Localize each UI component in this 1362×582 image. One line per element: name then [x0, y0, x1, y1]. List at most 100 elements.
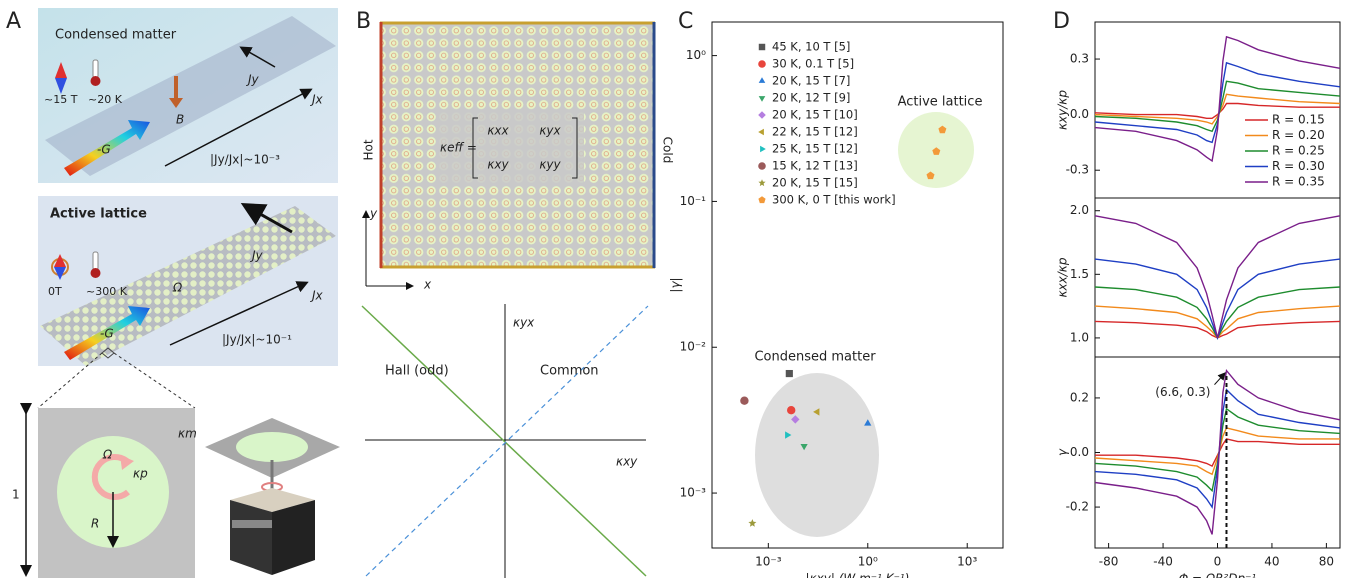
matrix-entry: κxx: [487, 124, 509, 138]
point: [740, 396, 749, 405]
y-tick-label: -0.2: [1066, 500, 1089, 514]
point: [932, 147, 941, 155]
line: [1094, 215, 1341, 339]
legend-label: R = 0.25: [1272, 144, 1325, 158]
x-tick-label: 10³: [957, 555, 977, 569]
line: [1094, 258, 1341, 340]
active-box: [37, 196, 338, 409]
legend-label: R = 0.35: [1272, 175, 1325, 189]
line: [1094, 93, 1341, 125]
line: [1094, 388, 1341, 510]
y-tick-label: 10⁻³: [680, 486, 707, 500]
line: [1094, 286, 1341, 340]
temp-label: ~300 K: [86, 285, 128, 298]
gradient-label: -G: [100, 327, 114, 341]
panel-label: B: [356, 9, 371, 34]
point: [926, 171, 935, 180]
ratio-label: |Jy/Jx|~10⁻³: [210, 153, 280, 167]
legend-marker: [758, 96, 766, 102]
matrix-entry: κxy: [487, 158, 509, 172]
particle-label: κp: [133, 467, 148, 481]
y-tick-label: 0.0: [1070, 107, 1089, 121]
plot-frame: [1094, 356, 1341, 549]
legend-label: 300 K, 0 T [this work]: [772, 193, 896, 207]
point: [813, 408, 820, 416]
legend-label: 15 K, 12 T [13]: [772, 159, 858, 173]
region: [755, 373, 879, 537]
y-axis-label: γ: [1056, 448, 1070, 456]
kappa-diagram: [361, 304, 649, 578]
matrix-label: κm: [178, 427, 197, 441]
y-tick-label: 0.3: [1070, 52, 1089, 66]
b-label: B: [176, 113, 184, 127]
x-tick-label: -80: [1099, 555, 1119, 569]
matrix-entry: κyx: [539, 124, 561, 138]
legend-marker: [758, 60, 766, 68]
y-tick-label: 0.2: [1070, 390, 1089, 404]
legend-marker: [758, 77, 766, 83]
legend-label: R = 0.30: [1272, 159, 1325, 173]
point: [864, 419, 872, 426]
plot-frame: [1094, 197, 1341, 358]
jx-label: Jx: [310, 93, 324, 107]
condensed-box: [38, 8, 338, 183]
legend-marker: [758, 162, 766, 170]
gradient-label: -G: [97, 143, 111, 157]
omega-label: Ω: [172, 281, 183, 295]
axis-label: y: [369, 207, 378, 221]
matrix-entry: κyy: [539, 158, 561, 172]
y-tick-label: 2.0: [1070, 203, 1089, 217]
axis-label: κxy: [616, 455, 638, 469]
point: [785, 431, 792, 439]
x-tick-label: -40: [1153, 555, 1173, 569]
legend-label: 20 K, 15 T [15]: [772, 176, 858, 190]
x-tick-label: 10⁻³: [755, 555, 782, 569]
legend-label: 25 K, 15 T [12]: [772, 142, 858, 156]
legend-label: 45 K, 10 T [5]: [772, 40, 850, 54]
annotation: Active lattice: [898, 95, 983, 110]
legend-label: R = 0.15: [1272, 113, 1325, 127]
y-tick-label: 1.5: [1070, 267, 1089, 281]
x-tick-label: 0: [1214, 555, 1222, 569]
y-axis-label: |γ|: [669, 277, 683, 292]
y-axis-label: κxx/κp: [1056, 257, 1070, 297]
box-title: Condensed matter: [55, 28, 177, 43]
y-tick-label: 1.0: [1070, 330, 1089, 344]
legend-label: 20 K, 15 T [7]: [772, 74, 850, 88]
legend-marker: [758, 43, 766, 51]
line: [1094, 102, 1340, 119]
x-tick-label: 80: [1319, 555, 1334, 569]
panel-label: A: [6, 9, 21, 34]
annotation-arrow: [1214, 372, 1226, 385]
region-label: Common: [540, 364, 599, 379]
x-axis-label: |κxy| (W m⁻¹ K⁻¹): [806, 572, 910, 579]
line: [1094, 368, 1341, 535]
annotation: Condensed matter: [754, 350, 876, 365]
y-tick-label: 10⁻¹: [680, 194, 707, 208]
device: [205, 418, 340, 575]
tensor-label: κeff =: [440, 141, 477, 155]
plot-frame: [711, 21, 1004, 549]
panel-label: C: [678, 9, 693, 34]
temp-label: ~20 K: [88, 93, 123, 106]
legend-label: 30 K, 0.1 T [5]: [772, 57, 854, 71]
lattice: [362, 21, 656, 290]
y-tick-label: -0.3: [1066, 163, 1089, 177]
legend-marker: [758, 196, 766, 204]
line: [1094, 427, 1340, 476]
legend-marker: [758, 111, 766, 119]
x-axis-label: Φ = ΩR²Dp⁻¹: [1179, 572, 1257, 579]
box-title: Active lattice: [50, 207, 147, 222]
y-tick-label: 10⁻²: [680, 340, 707, 354]
jy-label: Jy: [250, 249, 264, 263]
panel-label: D: [1053, 9, 1070, 34]
unit-cell: [20, 403, 195, 578]
ratio-label: |Jy/Jx|~10⁻¹: [222, 333, 292, 347]
point: [800, 444, 808, 451]
jy-label: Jy: [246, 73, 260, 87]
size-label: 1: [12, 488, 20, 502]
legend-label: 22 K, 15 T [12]: [772, 125, 858, 139]
omega-label: Ω: [102, 448, 113, 462]
